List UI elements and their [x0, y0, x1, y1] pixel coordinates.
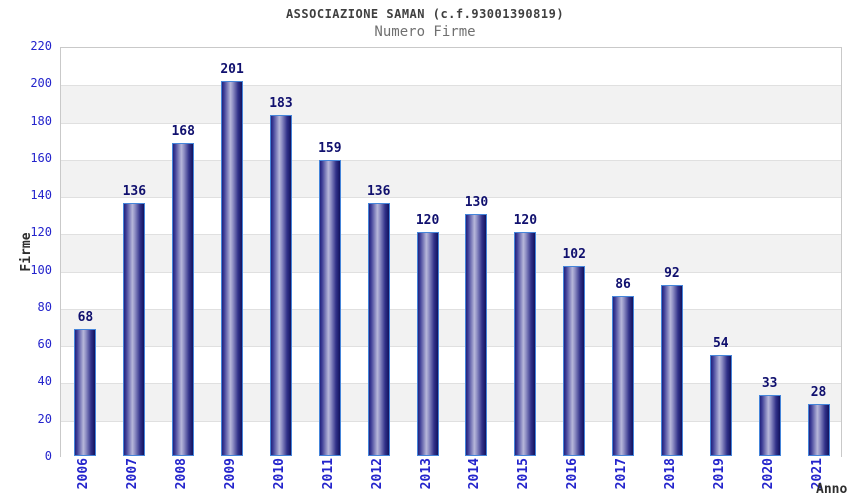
plot-band [61, 85, 841, 123]
gridline [61, 234, 841, 236]
x-tick-label-2017: 2017 [614, 458, 630, 490]
bar-2013 [416, 232, 439, 456]
bar-2021 [807, 403, 830, 456]
y-tick-label-20: 20 [37, 411, 52, 426]
bar-value-label-2018: 92 [664, 265, 680, 281]
gridline [61, 122, 841, 124]
bar-value-label-2012: 136 [366, 183, 391, 199]
x-tick-label-2012: 2012 [369, 458, 385, 490]
gridline [61, 420, 841, 422]
bar-2014 [465, 213, 488, 456]
bar-value-label-2008: 168 [171, 123, 195, 139]
bar-2007 [123, 202, 146, 456]
bar-value-label-2016: 102 [562, 246, 586, 262]
y-tick-label-60: 60 [37, 337, 52, 352]
x-tick-label-2011: 2011 [320, 458, 336, 490]
bar-value-label-2013: 120 [415, 213, 440, 229]
chart-title: ASSOCIAZIONE SAMAN (c.f.93001390819) [285, 7, 565, 21]
plot-area: 68 136 168 201 183 159 136 120 130 120 102 86 92 54 33… [60, 47, 842, 458]
x-tick-label-2006: 2006 [76, 458, 92, 490]
y-tick-label-80: 80 [37, 299, 52, 314]
gridline [61, 346, 841, 348]
x-tick-label-2008: 2008 [174, 458, 190, 490]
y-tick-label-200: 200 [30, 76, 52, 91]
x-tick-label-2018: 2018 [662, 458, 678, 490]
bar-value-label-2015: 120 [513, 213, 538, 229]
x-tick-label-2015: 2015 [516, 458, 532, 490]
gridline [61, 197, 841, 199]
plot-band [61, 48, 841, 86]
bar-2011 [318, 159, 341, 456]
x-axis-title: Anno [816, 482, 848, 497]
bar-value-label-2021: 28 [810, 384, 827, 400]
bar-2010 [269, 114, 292, 456]
gridline [61, 308, 841, 310]
y-tick-label-180: 180 [30, 113, 52, 128]
bar-2017 [612, 295, 635, 456]
bar-2018 [660, 284, 683, 456]
gridline [61, 159, 841, 161]
bar-value-label-2017: 86 [615, 276, 631, 292]
x-tick-label-2019: 2019 [711, 458, 727, 490]
bar-value-label-2020: 33 [761, 375, 778, 391]
y-tick-label-40: 40 [37, 374, 52, 389]
x-tick-label-2014: 2014 [467, 458, 483, 490]
x-tick-label-2009: 2009 [223, 458, 239, 490]
bar-value-label-2011: 159 [318, 140, 342, 156]
bar-2019 [709, 355, 732, 456]
y-tick-label-160: 160 [30, 150, 52, 165]
gridline [61, 85, 841, 87]
bar-2012 [367, 202, 390, 456]
x-tick-label-2016: 2016 [565, 458, 581, 490]
bar-2008 [172, 142, 195, 456]
y-tick-label-0: 0 [44, 449, 52, 463]
y-tick-label-100: 100 [30, 262, 52, 277]
bar-2006 [74, 329, 97, 456]
chart-subtitle: Numero Firme [374, 24, 476, 40]
bar-2009 [221, 81, 244, 456]
bar-value-label-2010: 183 [269, 95, 293, 111]
x-tick-label-2013: 2013 [418, 458, 434, 490]
bar-value-label-2007: 136 [122, 183, 147, 199]
bar-2015 [514, 232, 537, 456]
y-tick-label-220: 220 [30, 39, 52, 53]
bar-value-label-2019: 54 [712, 336, 729, 352]
y-tick-label-120: 120 [30, 225, 52, 240]
x-tick-label-2010: 2010 [271, 458, 287, 490]
bar-2016 [563, 265, 586, 456]
bar-value-label-2006: 68 [77, 310, 94, 326]
y-tick-label-140: 140 [30, 188, 52, 203]
x-tick-label-2007: 2007 [125, 458, 141, 490]
gridline [61, 271, 841, 273]
bar-value-label-2014: 130 [464, 194, 489, 210]
gridline [61, 383, 841, 385]
bar-2020 [758, 394, 781, 456]
x-tick-label-2020: 2020 [760, 458, 776, 490]
bar-value-label-2009: 201 [220, 62, 244, 78]
